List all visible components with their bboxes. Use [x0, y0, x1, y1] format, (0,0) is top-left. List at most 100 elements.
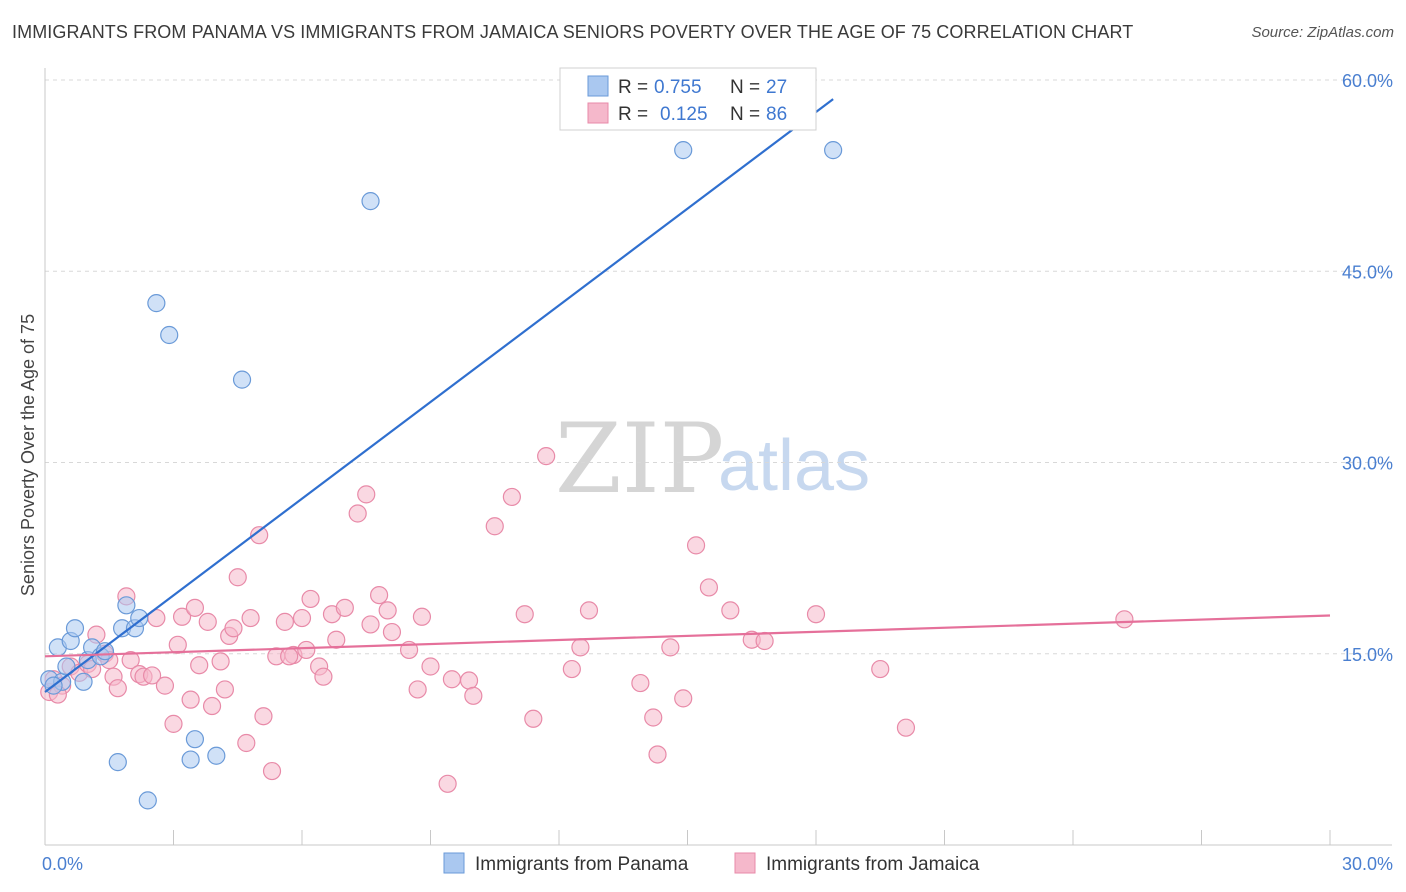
panama-point — [181, 750, 200, 769]
legend-jamaica-r-value: 0.125 — [660, 104, 708, 125]
jamaica-point — [644, 708, 663, 727]
panama-point — [117, 596, 136, 615]
jamaica-point — [438, 774, 457, 793]
jamaica-point — [172, 607, 192, 626]
legend-box: R = 0.755 N = 27 R = 0.125 N = 86 — [559, 67, 817, 131]
panama-point — [147, 294, 166, 313]
jamaica-point — [1115, 610, 1134, 629]
axes — [44, 68, 1392, 846]
jamaica-point — [579, 601, 599, 620]
legend-panama-r-label: R = — [618, 77, 648, 98]
x-tick-label: 0.0% — [42, 854, 83, 874]
legend-panama-r-value: 0.755 — [654, 77, 702, 98]
jamaica-point — [327, 630, 346, 649]
jamaica-point — [198, 612, 217, 631]
jamaica-point — [755, 631, 774, 651]
jamaica-point — [442, 670, 462, 689]
jamaica-point — [164, 714, 183, 733]
y-tick-label: 60.0% — [1342, 71, 1393, 91]
jamaica-point — [896, 718, 916, 737]
watermark-atlas: atlas — [718, 426, 870, 506]
jamaica-point — [661, 638, 680, 657]
jamaica-point — [297, 640, 316, 660]
jamaica-point — [348, 504, 367, 523]
jamaica-point — [215, 680, 234, 699]
panama-point — [674, 141, 693, 160]
jamaica-point — [721, 601, 740, 620]
jamaica-point — [502, 487, 521, 507]
panama-point — [138, 791, 157, 810]
trend-line-panama — [44, 98, 834, 693]
bottom-legend-swatch-jamaica — [734, 852, 756, 874]
jamaica-point — [459, 671, 479, 690]
x-tick-label: 30.0% — [1342, 854, 1393, 874]
jamaica-point — [524, 709, 543, 728]
panama-point — [207, 746, 226, 765]
jamaica-point — [806, 605, 826, 624]
jamaica-point — [142, 666, 162, 685]
y-tick-label: 30.0% — [1342, 454, 1393, 474]
jamaica-point — [699, 578, 719, 597]
legend-panama-n-label: N = — [730, 77, 760, 98]
bottom-legend-label-jamaica: Immigrants from Jamaica — [766, 854, 980, 875]
bottom-legend-swatch-panama — [443, 852, 465, 874]
jamaica-point — [378, 601, 397, 620]
jamaica-point — [314, 667, 333, 686]
jamaica-point — [155, 676, 175, 695]
legend-swatch-panama — [587, 75, 609, 97]
y-axis-ticks: 15.0% 30.0% 45.0% 60.0% — [1342, 71, 1393, 665]
jamaica-point — [412, 607, 432, 626]
jamaica-point — [250, 526, 269, 545]
jamaica-point — [464, 686, 483, 705]
x-axis-ticks: 0.0% 30.0% — [42, 830, 1393, 874]
jamaica-point — [408, 680, 427, 699]
watermark: ZIP atlas — [555, 403, 870, 515]
jamaica-point — [237, 733, 256, 753]
jamaica-point — [871, 659, 890, 679]
jamaica-point — [262, 761, 282, 781]
legend-jamaica-n-value: 86 — [766, 104, 787, 125]
y-tick-label: 15.0% — [1342, 645, 1393, 665]
jamaica-point — [382, 622, 402, 642]
jamaica-point — [631, 673, 650, 693]
jamaica-point — [515, 605, 534, 624]
jamaica-point — [361, 615, 380, 634]
jamaica-point — [280, 647, 299, 666]
jamaica-point — [121, 651, 140, 670]
panama-point — [160, 325, 179, 345]
jamaica-point — [181, 690, 200, 709]
jamaica-point — [275, 612, 294, 631]
jamaica-point — [301, 589, 320, 609]
panama-point — [185, 730, 205, 749]
gridlines — [45, 79, 1392, 655]
jamaica-point — [241, 608, 260, 628]
panama-point — [130, 608, 149, 628]
jamaica-point — [357, 485, 376, 504]
chart-title: IMMIGRANTS FROM PANAMA VS IMMIGRANTS FRO… — [12, 22, 1134, 42]
jamaica-point — [292, 608, 312, 628]
panama-point — [74, 672, 93, 691]
panama-point — [65, 619, 85, 638]
jamaica-point — [562, 659, 581, 679]
jamaica-point — [648, 745, 667, 764]
jamaica-point — [485, 517, 504, 536]
jamaica-point — [190, 656, 209, 675]
jamaica-point — [168, 635, 187, 654]
jamaica-point — [202, 696, 222, 716]
jamaica-point — [686, 536, 706, 555]
trend-lines — [44, 98, 1331, 693]
jamaica-point — [254, 707, 273, 726]
jamaica-point — [370, 585, 389, 605]
series-jamaica — [40, 447, 1134, 793]
watermark-zip: ZIP — [555, 403, 724, 515]
y-axis-label: Seniors Poverty Over the Age of 75 — [18, 314, 38, 596]
jamaica-point — [185, 598, 205, 617]
panama-point — [108, 753, 127, 772]
jamaica-point — [571, 638, 590, 657]
jamaica-point — [335, 598, 354, 617]
jamaica-point — [211, 652, 230, 671]
legend-panama-n-value: 27 — [766, 77, 787, 98]
jamaica-point — [224, 619, 243, 638]
bottom-legend-label-panama: Immigrants from Panama — [475, 854, 689, 875]
